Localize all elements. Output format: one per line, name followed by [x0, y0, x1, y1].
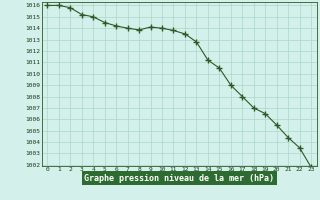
X-axis label: Graphe pression niveau de la mer (hPa): Graphe pression niveau de la mer (hPa) — [84, 174, 274, 183]
